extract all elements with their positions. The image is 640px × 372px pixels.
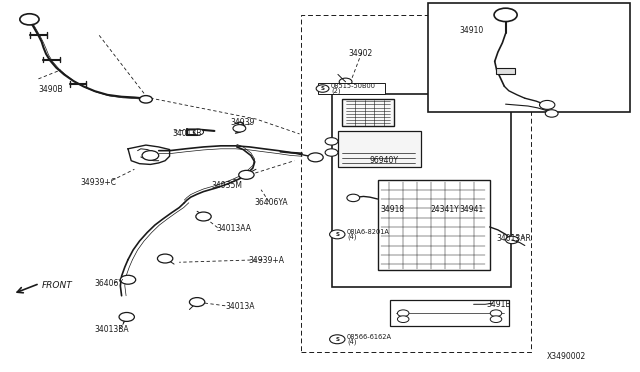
Circle shape	[339, 78, 352, 86]
Text: 34013AA: 34013AA	[216, 224, 252, 233]
Text: FRONT: FRONT	[42, 281, 72, 290]
Text: S: S	[335, 337, 339, 342]
Text: 34013A: 34013A	[225, 302, 255, 311]
Text: 34939+C: 34939+C	[80, 178, 116, 187]
Text: (4): (4)	[347, 233, 356, 240]
Circle shape	[142, 151, 159, 160]
Circle shape	[540, 100, 555, 109]
Text: 08IA6-8201A: 08IA6-8201A	[347, 229, 390, 235]
Text: 36406Y: 36406Y	[95, 279, 124, 288]
Circle shape	[140, 96, 152, 103]
Text: 34013BA: 34013BA	[95, 325, 129, 334]
Bar	[496, 68, 515, 74]
Text: S: S	[321, 86, 324, 91]
Circle shape	[20, 14, 39, 25]
Circle shape	[490, 310, 502, 317]
Text: 96940Y: 96940Y	[370, 156, 399, 165]
Circle shape	[119, 312, 134, 321]
Circle shape	[233, 125, 246, 132]
Text: 3490B: 3490B	[38, 85, 63, 94]
Circle shape	[325, 138, 338, 145]
Text: 34941: 34941	[460, 205, 484, 214]
Circle shape	[189, 298, 205, 307]
Circle shape	[397, 316, 409, 323]
Text: 24341Y: 24341Y	[431, 205, 460, 214]
Circle shape	[330, 230, 345, 239]
Bar	[342, 99, 394, 126]
Text: 36406YA: 36406YA	[255, 198, 289, 207]
Text: 34910: 34910	[460, 26, 484, 35]
Text: 34013B: 34013B	[173, 129, 202, 138]
Text: 08566-6162A: 08566-6162A	[347, 334, 392, 340]
Circle shape	[347, 194, 360, 202]
Bar	[338, 131, 421, 167]
Circle shape	[397, 310, 409, 317]
Circle shape	[506, 236, 518, 244]
Bar	[390, 300, 509, 326]
Text: 3491B: 3491B	[486, 300, 511, 309]
Bar	[318, 83, 385, 94]
Text: 34939: 34939	[230, 118, 255, 127]
Circle shape	[325, 149, 338, 156]
Bar	[378, 180, 490, 270]
Text: S: S	[335, 232, 339, 237]
Circle shape	[157, 254, 173, 263]
Circle shape	[196, 212, 211, 221]
Circle shape	[316, 85, 329, 92]
Circle shape	[120, 275, 136, 284]
Text: (4): (4)	[347, 338, 356, 345]
Text: 34013AR: 34013AR	[496, 234, 531, 243]
Bar	[332, 94, 511, 287]
Circle shape	[308, 153, 323, 162]
Circle shape	[494, 8, 517, 22]
Text: 34935M: 34935M	[211, 182, 242, 190]
Circle shape	[193, 129, 204, 135]
Text: X3490002: X3490002	[547, 352, 586, 361]
Text: 34902: 34902	[349, 49, 373, 58]
Text: 08515-50B00: 08515-50B00	[331, 83, 376, 89]
Circle shape	[239, 170, 254, 179]
Bar	[301, 15, 531, 352]
Text: 34918: 34918	[381, 205, 405, 214]
Bar	[428, 3, 630, 112]
Circle shape	[330, 335, 345, 344]
Circle shape	[490, 316, 502, 323]
Circle shape	[545, 110, 558, 117]
Text: 34939+A: 34939+A	[248, 256, 284, 265]
Text: (2): (2)	[331, 88, 340, 94]
